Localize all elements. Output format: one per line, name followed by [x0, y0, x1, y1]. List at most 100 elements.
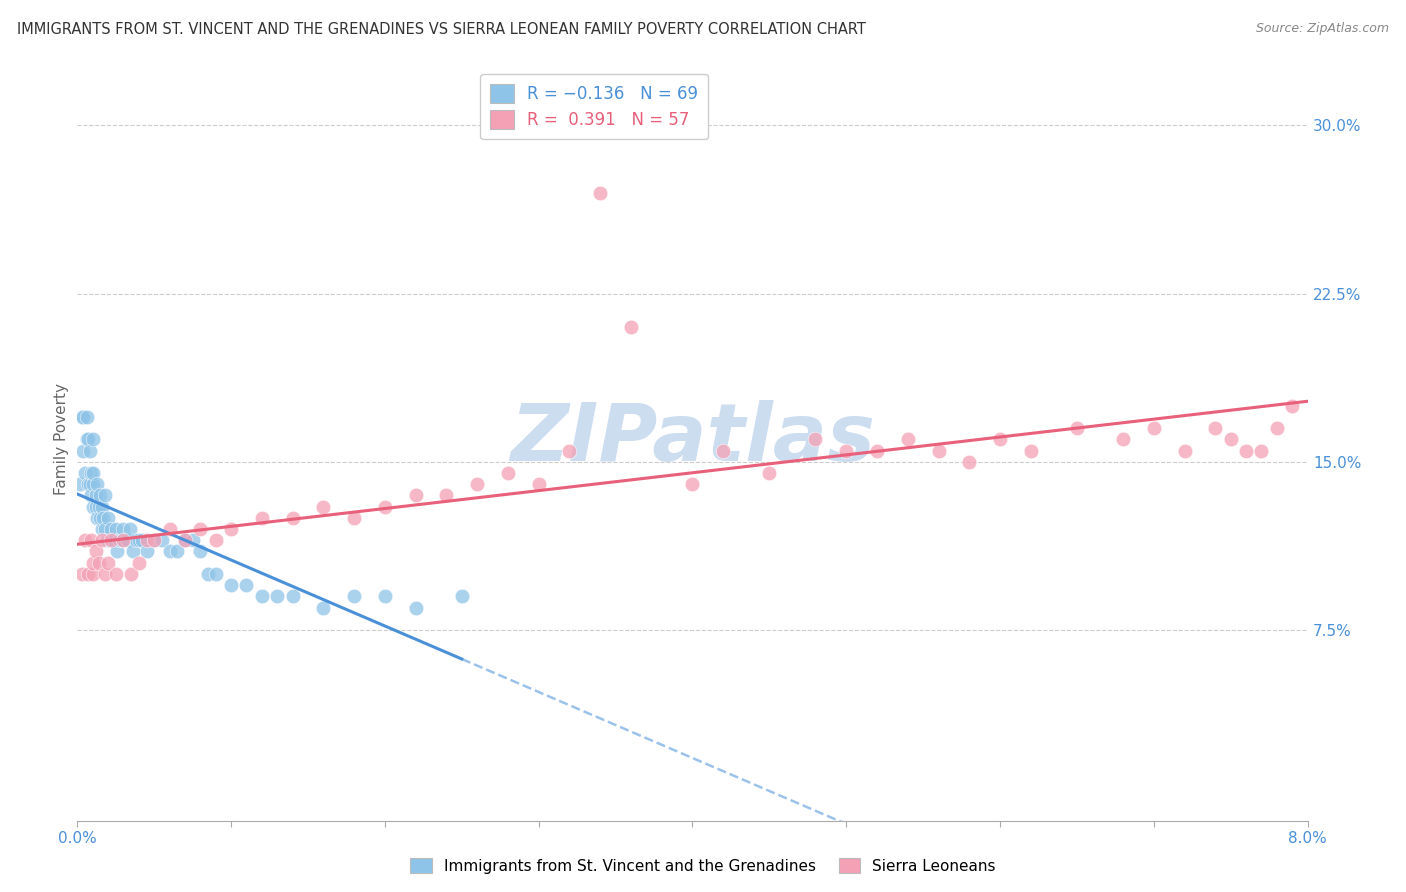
Text: IMMIGRANTS FROM ST. VINCENT AND THE GRENADINES VS SIERRA LEONEAN FAMILY POVERTY : IMMIGRANTS FROM ST. VINCENT AND THE GREN…: [17, 22, 866, 37]
Point: [90, 522, 114, 536]
Point: [115, 533, 138, 548]
Point: [143, 533, 166, 548]
Point: [128, 556, 150, 570]
Point: [620, 320, 643, 334]
Point: [312, 600, 335, 615]
Point: [405, 600, 427, 615]
Point: [558, 443, 581, 458]
Point: [928, 443, 950, 458]
Point: [527, 477, 550, 491]
Point: [174, 533, 197, 548]
Point: [112, 522, 135, 536]
Point: [104, 522, 127, 536]
Point: [1250, 443, 1272, 458]
Point: [77, 566, 100, 581]
Point: [82, 433, 104, 447]
Point: [1143, 421, 1166, 435]
Point: [89, 488, 111, 502]
Point: [804, 433, 827, 447]
Point: [219, 522, 242, 536]
Point: [188, 522, 212, 536]
Point: [105, 544, 128, 558]
Point: [97, 511, 120, 525]
Point: [69, 477, 91, 491]
Point: [897, 433, 920, 447]
Point: [94, 566, 117, 581]
Point: [76, 409, 98, 424]
Y-axis label: Family Poverty: Family Poverty: [53, 384, 69, 495]
Point: [496, 466, 519, 480]
Point: [82, 466, 104, 480]
Point: [1019, 443, 1042, 458]
Point: [1265, 421, 1288, 435]
Point: [436, 488, 458, 502]
Point: [988, 433, 1011, 447]
Point: [957, 455, 980, 469]
Point: [174, 533, 197, 548]
Point: [117, 533, 139, 548]
Point: [101, 533, 124, 548]
Point: [103, 533, 125, 548]
Point: [82, 566, 104, 581]
Point: [89, 511, 111, 525]
Point: [197, 566, 219, 581]
Point: [121, 544, 143, 558]
Point: [266, 590, 288, 604]
Point: [374, 590, 396, 604]
Point: [72, 409, 94, 424]
Point: [866, 443, 889, 458]
Legend: R = −0.136   N = 69, R =  0.391   N = 57: R = −0.136 N = 69, R = 0.391 N = 57: [481, 74, 707, 139]
Point: [343, 511, 366, 525]
Point: [120, 566, 142, 581]
Point: [110, 533, 132, 548]
Point: [1174, 443, 1197, 458]
Point: [86, 511, 108, 525]
Point: [219, 578, 242, 592]
Point: [135, 544, 157, 558]
Point: [70, 409, 93, 424]
Point: [90, 500, 114, 514]
Text: ZIPatlas: ZIPatlas: [510, 401, 875, 478]
Point: [77, 477, 100, 491]
Point: [97, 533, 120, 548]
Point: [450, 590, 472, 604]
Point: [104, 566, 127, 581]
Point: [100, 533, 122, 548]
Point: [118, 522, 141, 536]
Legend: Immigrants from St. Vincent and the Grenadines, Sierra Leoneans: Immigrants from St. Vincent and the Gren…: [404, 852, 1002, 880]
Point: [108, 533, 131, 548]
Point: [150, 533, 173, 548]
Text: Source: ZipAtlas.com: Source: ZipAtlas.com: [1256, 22, 1389, 36]
Point: [84, 544, 107, 558]
Point: [143, 533, 166, 548]
Point: [131, 533, 153, 548]
Point: [80, 466, 103, 480]
Point: [159, 544, 181, 558]
Point: [82, 500, 104, 514]
Point: [1112, 433, 1135, 447]
Point: [72, 443, 94, 458]
Point: [84, 500, 107, 514]
Point: [281, 511, 304, 525]
Point: [312, 500, 335, 514]
Point: [86, 477, 108, 491]
Point: [80, 533, 103, 548]
Point: [1234, 443, 1257, 458]
Point: [465, 477, 488, 491]
Point: [235, 578, 257, 592]
Point: [87, 500, 110, 514]
Point: [128, 533, 150, 548]
Point: [96, 533, 118, 548]
Point: [135, 533, 157, 548]
Point: [343, 590, 366, 604]
Point: [125, 533, 148, 548]
Point: [77, 433, 100, 447]
Point: [80, 488, 103, 502]
Point: [589, 186, 612, 200]
Point: [97, 556, 120, 570]
Point: [405, 488, 427, 502]
Point: [112, 533, 135, 548]
Point: [188, 544, 212, 558]
Point: [93, 511, 115, 525]
Point: [82, 556, 104, 570]
